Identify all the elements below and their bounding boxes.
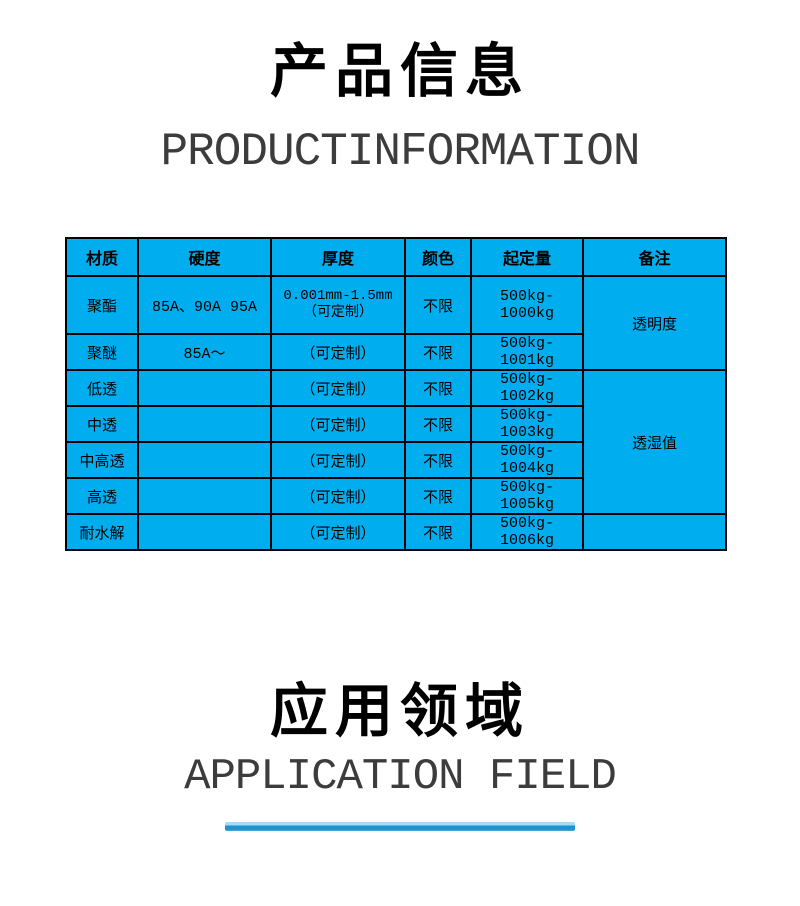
cell-thickness: （可定制） bbox=[270, 477, 406, 515]
table-row: 高透 （可定制） 不限 500kg-1005kg bbox=[65, 477, 726, 515]
header-hardness: 硬度 bbox=[137, 237, 272, 277]
table-row: 聚醚 85A～ （可定制） 不限 500kg-1001kg bbox=[65, 333, 726, 371]
cell-material: 低透 bbox=[65, 369, 139, 407]
table-row: 聚酯 85A、90A 95A 0.001mm-1.5mm （可定制） 不限 50… bbox=[65, 275, 727, 371]
cell-material: 高透 bbox=[65, 477, 139, 515]
cell-color: 不限 bbox=[404, 275, 472, 335]
application-title-en: APPLICATION FIELD bbox=[184, 752, 617, 802]
cell-hardness bbox=[137, 477, 272, 515]
cell-hardness bbox=[137, 441, 272, 479]
thickness-range: 0.001mm-1.5mm bbox=[283, 287, 393, 304]
cell-material: 聚酯 bbox=[65, 275, 139, 335]
cell-color: 不限 bbox=[404, 441, 472, 479]
cell-thickness: （可定制） bbox=[270, 333, 406, 371]
cell-hardness bbox=[137, 513, 272, 551]
cell-moq: 500kg-1003kg bbox=[470, 405, 584, 443]
cell-moq: 500kg-1000kg bbox=[470, 275, 584, 335]
cell-moq: 500kg-1002kg bbox=[470, 369, 584, 407]
header-moq: 起定量 bbox=[470, 237, 584, 277]
cell-remark-empty bbox=[582, 513, 727, 551]
cell-color: 不限 bbox=[404, 369, 472, 407]
product-info-title-en: PRODUCTINFORMATION bbox=[160, 126, 641, 178]
cell-material: 耐水解 bbox=[65, 513, 139, 551]
table-row: 耐水解 （可定制） 不限 500kg-1006kg bbox=[65, 513, 727, 551]
thickness-customizable: （可定制） bbox=[303, 305, 373, 321]
cell-material: 中高透 bbox=[65, 441, 139, 479]
table-row: 中透 （可定制） 不限 500kg-1003kg bbox=[65, 405, 726, 443]
cell-moq: 500kg-1004kg bbox=[470, 441, 584, 479]
cell-moq: 500kg-1005kg bbox=[470, 477, 584, 515]
cell-moq: 500kg-1001kg bbox=[470, 333, 584, 371]
application-title-cn: 应用领域 bbox=[269, 679, 530, 744]
cell-hardness bbox=[137, 369, 272, 407]
spec-table-header-row: 材质 硬度 厚度 颜色 起定量 备注 bbox=[65, 237, 727, 277]
cell-color: 不限 bbox=[404, 513, 472, 551]
cell-remark-transparency: 透明度 bbox=[582, 275, 727, 371]
table-row: 中高透 （可定制） 不限 500kg-1004kg bbox=[65, 441, 726, 479]
cell-thickness: 0.001mm-1.5mm （可定制） bbox=[270, 275, 406, 335]
cell-material: 聚醚 bbox=[65, 333, 139, 371]
table-row: 低透 （可定制） 不限 500kg-1002kg 透湿值 bbox=[65, 369, 727, 515]
cell-thickness: （可定制） bbox=[270, 405, 406, 443]
spec-table: 材质 硬度 厚度 颜色 起定量 备注 聚酯 85A、90A 95A 0.001m… bbox=[65, 237, 727, 551]
header-material: 材质 bbox=[65, 237, 139, 277]
cell-color: 不限 bbox=[404, 477, 472, 515]
cell-moq: 500kg-1006kg bbox=[470, 513, 584, 551]
header-thickness: 厚度 bbox=[270, 237, 406, 277]
cell-color: 不限 bbox=[404, 333, 472, 371]
cell-hardness: 85A、90A 95A bbox=[137, 275, 272, 335]
application-divider-bar bbox=[225, 822, 575, 831]
header-color: 颜色 bbox=[404, 237, 472, 277]
cell-color: 不限 bbox=[404, 405, 472, 443]
cell-thickness: （可定制） bbox=[270, 441, 406, 479]
cell-remark-moisture: 透湿值 bbox=[582, 369, 727, 515]
header-remark: 备注 bbox=[582, 237, 727, 277]
cell-thickness: （可定制） bbox=[270, 513, 406, 551]
cell-hardness bbox=[137, 405, 272, 443]
product-info-title-cn: 产品信息 bbox=[269, 39, 530, 104]
cell-material: 中透 bbox=[65, 405, 139, 443]
cell-thickness: （可定制） bbox=[270, 369, 406, 407]
cell-hardness: 85A～ bbox=[137, 333, 272, 371]
